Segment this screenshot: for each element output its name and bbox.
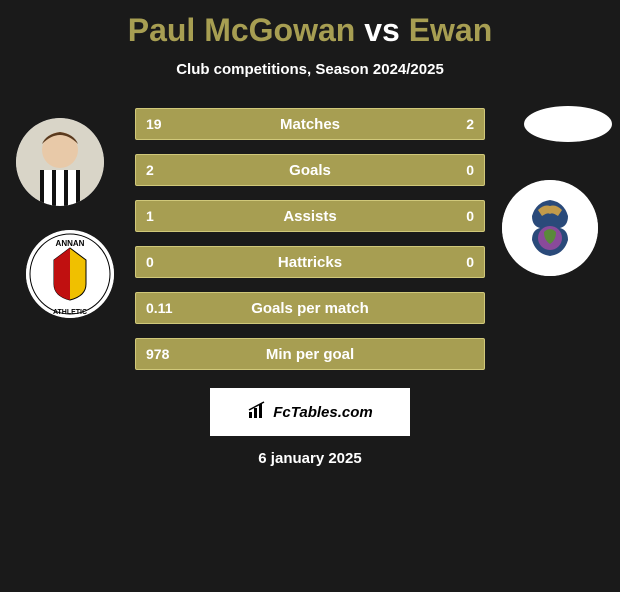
svg-text:ATHLETIC: ATHLETIC — [53, 309, 87, 316]
chart-icon — [247, 400, 267, 424]
subtitle: Club competitions, Season 2024/2025 — [0, 61, 620, 78]
stat-label: Min per goal — [136, 346, 484, 363]
stat-row: 0.11 Goals per match — [135, 292, 485, 324]
svg-text:ANNAN: ANNAN — [56, 239, 85, 248]
player2-team-crest — [502, 180, 598, 276]
stat-row: 978 Min per goal — [135, 338, 485, 370]
stat-left-value: 1 — [146, 208, 154, 224]
comparison-title: Paul McGowan vs Ewan — [0, 12, 620, 49]
stats-bars: 19 Matches 2 2 Goals 0 1 Assists 0 0 Hat… — [135, 108, 485, 370]
stat-label: Goals per match — [136, 300, 484, 317]
player1-team-crest: ANNAN ATHLETIC — [26, 230, 114, 318]
stat-row: 2 Goals 0 — [135, 154, 485, 186]
stat-right-value: 0 — [466, 208, 474, 224]
credit-text: FcTables.com — [273, 404, 372, 421]
stat-row: 19 Matches 2 — [135, 108, 485, 140]
stat-right-value: 2 — [466, 116, 474, 132]
player1-avatar — [16, 118, 104, 206]
content-area: ANNAN ATHLETIC 19 Matches 2 2 Goals 0 1 … — [0, 108, 620, 467]
stat-row: 1 Assists 0 — [135, 200, 485, 232]
player2-avatar — [524, 106, 612, 142]
stat-row: 0 Hattricks 0 — [135, 246, 485, 278]
stat-right-value: 0 — [466, 254, 474, 270]
stat-label: Goals — [136, 162, 484, 179]
stat-left-value: 19 — [146, 116, 162, 132]
credit-badge: FcTables.com — [210, 388, 410, 436]
stat-left-value: 0 — [146, 254, 154, 270]
player2-name: Ewan — [409, 12, 493, 48]
stat-left-value: 2 — [146, 162, 154, 178]
stat-label: Hattricks — [136, 254, 484, 271]
stat-label: Assists — [136, 208, 484, 225]
date-text: 6 january 2025 — [0, 450, 620, 467]
stat-left-value: 0.11 — [146, 300, 172, 316]
stat-right-value: 0 — [466, 162, 474, 178]
vs-text: vs — [355, 12, 408, 48]
stat-label: Matches — [136, 116, 484, 133]
player1-name: Paul McGowan — [128, 12, 356, 48]
stat-left-value: 978 — [146, 346, 169, 362]
